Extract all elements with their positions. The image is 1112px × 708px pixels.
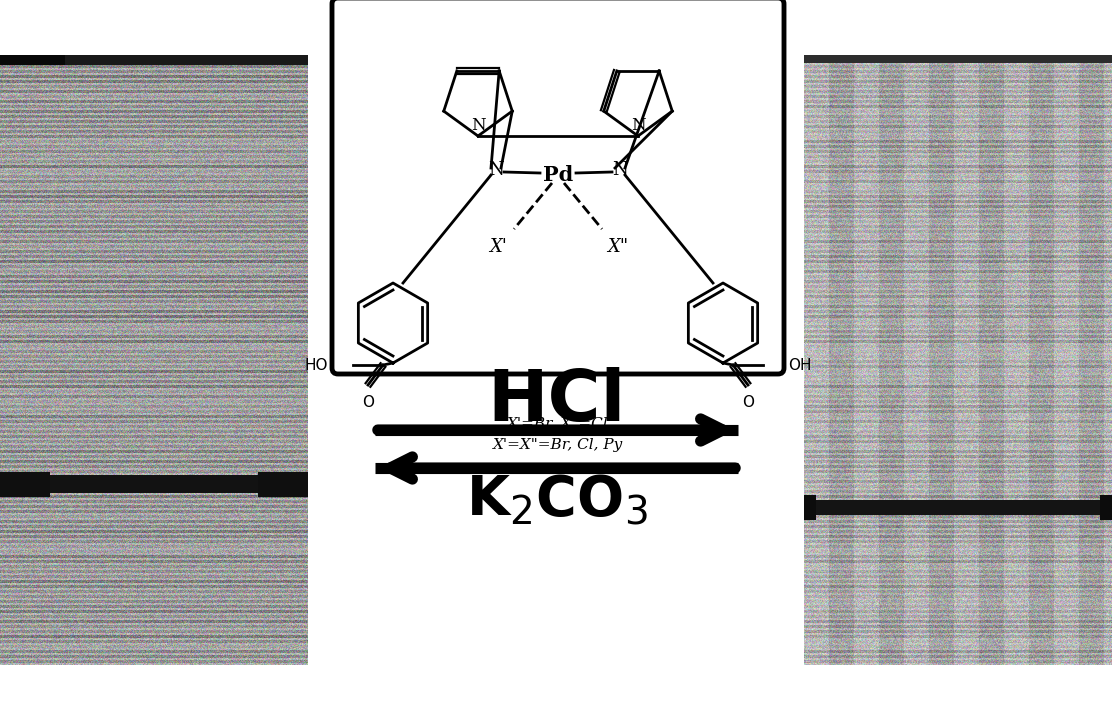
Text: Pd: Pd [543,165,573,185]
Text: O: O [363,395,374,410]
Text: HCl: HCl [487,367,626,437]
Text: HO: HO [305,358,328,372]
Text: K$_2$CO$_3$: K$_2$CO$_3$ [466,473,647,527]
Text: X": X" [607,238,628,256]
Text: N: N [631,117,645,134]
Text: X'=X"=Br, Cl, Py: X'=X"=Br, Cl, Py [493,438,623,452]
Text: X': X' [489,238,507,256]
Text: N: N [488,161,504,179]
Text: N: N [470,117,485,134]
Text: O: O [742,395,754,410]
FancyBboxPatch shape [332,0,784,374]
Text: N: N [612,161,628,179]
Text: OH: OH [788,358,812,372]
Text: X'=Br, X"=Cl: X'=Br, X"=Cl [507,416,608,430]
